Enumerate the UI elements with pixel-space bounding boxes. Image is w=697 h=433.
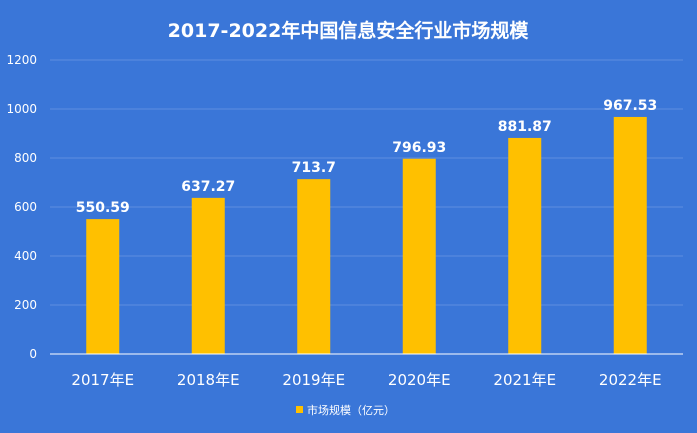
- y-axis-ticks: 0 200 400 600 800 1000 1200: [6, 53, 37, 361]
- data-label: 881.87: [498, 119, 552, 135]
- bar: [613, 116, 647, 355]
- x-tick-label: 2021年E: [493, 371, 556, 389]
- y-tick-label: 600: [14, 200, 37, 214]
- y-tick-label: 0: [29, 347, 37, 361]
- bar: [508, 137, 542, 354]
- data-label: 713.7: [292, 160, 336, 176]
- data-labels: 550.59 637.27 713.7 796.93 881.87 967.53: [76, 98, 658, 216]
- x-axis-ticks: 2017年E 2018年E 2019年E 2020年E 2021年E 2022年E: [71, 371, 661, 389]
- gridlines: [50, 59, 683, 306]
- bar: [86, 219, 120, 354]
- y-tick-label: 800: [14, 151, 37, 165]
- y-tick-label: 400: [14, 249, 37, 263]
- x-tick-label: 2022年E: [599, 371, 662, 389]
- y-tick-label: 1200: [6, 53, 37, 67]
- legend-label: 市场规模（亿元）: [307, 403, 395, 417]
- x-tick-label: 2019年E: [282, 371, 345, 389]
- bar: [191, 197, 225, 354]
- y-tick-label: 1000: [6, 102, 37, 116]
- x-tick-label: 2017年E: [71, 371, 134, 389]
- y-tick-label: 200: [14, 298, 37, 312]
- chart-title: 2017-2022年中国信息安全行业市场规模: [168, 19, 530, 42]
- bar: [402, 158, 436, 354]
- data-label: 637.27: [181, 179, 235, 195]
- x-tick-label: 2020年E: [388, 371, 451, 389]
- data-label: 967.53: [603, 98, 657, 114]
- bar: [297, 179, 331, 354]
- bars: [86, 116, 647, 355]
- legend-swatch: [296, 406, 303, 413]
- x-tick-label: 2018年E: [177, 371, 240, 389]
- data-label: 796.93: [392, 140, 446, 156]
- legend: 市场规模（亿元）: [296, 403, 395, 417]
- data-label: 550.59: [76, 200, 130, 216]
